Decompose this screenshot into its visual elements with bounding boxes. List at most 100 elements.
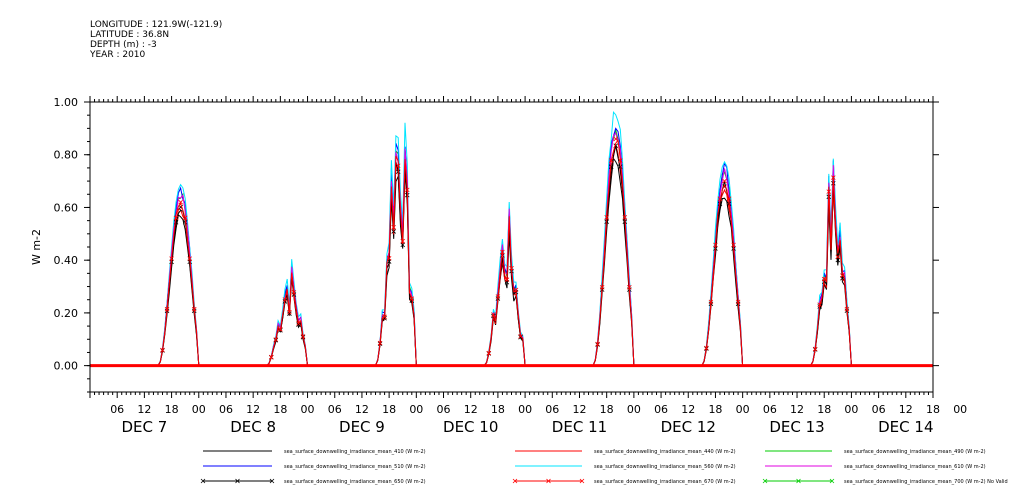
legend-marker [796, 478, 801, 484]
series-marker-7 [191, 306, 197, 312]
series-marker-7 [509, 265, 514, 271]
legend-label: sea_surface_downwelling_irradiance_mean_… [284, 449, 426, 455]
legend-marker [269, 478, 275, 484]
series-marker-6 [287, 311, 292, 316]
y-tick-label: 0.80 [54, 149, 79, 162]
x-hour-label: 06 [328, 403, 342, 416]
x-hour-label: 12 [137, 403, 151, 416]
x-hour-label: 12 [355, 403, 369, 416]
series-marker-7 [404, 187, 410, 193]
series-marker-7 [160, 347, 165, 353]
series-marker-7 [821, 276, 827, 282]
longitude-label: LONGITUDE : 121.9W(-121.9) [90, 20, 223, 30]
y-tick-label: 0.00 [54, 360, 79, 373]
series-marker-7 [608, 158, 614, 163]
series-marker-7 [617, 158, 623, 163]
series-marker-7 [831, 175, 836, 180]
series-marker-7 [291, 290, 297, 295]
legend-label: sea_surface_downwelling_irradiance_mean_… [594, 464, 736, 470]
series-marker-7 [840, 273, 845, 278]
series-marker-7 [486, 350, 492, 356]
legend-marker [235, 478, 240, 484]
series-marker-7 [187, 256, 192, 261]
x-hour-label: 18 [926, 403, 940, 416]
x-day-label: DEC 13 [769, 418, 824, 436]
x-hour-label: 18 [600, 403, 614, 416]
series-marker-7 [269, 354, 274, 360]
x-hour-label: 18 [382, 403, 396, 416]
series-marker-7 [826, 189, 832, 194]
series-marker-7 [395, 163, 401, 169]
series-marker-7 [400, 238, 406, 244]
series-marker-7 [382, 314, 387, 320]
x-hour-label: 06 [872, 403, 886, 416]
series-marker-7 [296, 321, 301, 326]
year-label: YEAR : 2010 [90, 50, 146, 60]
series-marker-7 [169, 256, 174, 261]
series-marker-7 [182, 215, 188, 221]
series-marker-7 [708, 299, 714, 305]
x-hour-label: 06 [437, 403, 451, 416]
series-marker-7 [722, 178, 727, 184]
legend-label: sea_surface_downwelling_irradiance_mean_… [284, 479, 426, 485]
series-marker-7 [386, 256, 392, 261]
legend-marker [200, 478, 206, 484]
series-marker-7 [812, 346, 818, 352]
x-hour-label: 18 [491, 403, 505, 416]
series-marker-7 [627, 285, 632, 290]
x-hour-label: 00 [953, 403, 967, 416]
series-marker-6 [391, 229, 396, 234]
legend-marker [579, 478, 585, 484]
x-hour-label: 06 [654, 403, 668, 416]
y-tick-label: 0.40 [54, 254, 79, 267]
series-marker-7 [491, 312, 496, 317]
x-hour-label: 00 [736, 403, 750, 416]
legend-marker [512, 478, 518, 484]
series-marker-7 [273, 337, 279, 342]
series-marker-6 [296, 322, 301, 327]
x-hour-label: 00 [301, 403, 315, 416]
series-line-4 [90, 110, 933, 367]
legend-marker [829, 478, 835, 484]
series-marker-7 [622, 214, 628, 220]
series-marker-7 [704, 345, 709, 351]
y-tick-label: 0.60 [54, 201, 79, 214]
series-marker-7 [717, 196, 723, 201]
legend-label: sea_surface_downwelling_irradiance_mean_… [594, 449, 736, 455]
series-marker-7 [726, 196, 732, 201]
series-marker-7 [409, 296, 415, 301]
plot-lines [90, 110, 933, 368]
series-marker-7 [817, 302, 822, 307]
x-hour-label: 00 [409, 403, 423, 416]
legend-label: sea_surface_downwelling_irradiance_mean_… [594, 479, 736, 485]
x-hour-label: 18 [273, 403, 287, 416]
legend-label: sea_surface_downwelling_irradiance_mean_… [284, 464, 426, 470]
x-day-label: DEC 9 [339, 418, 385, 436]
series-marker-6 [835, 257, 841, 263]
series-marker-7 [844, 306, 850, 312]
series-marker-7 [377, 340, 383, 346]
x-day-label: DEC 12 [661, 418, 716, 436]
series-marker-7 [835, 254, 841, 260]
depth-label: DEPTH (m) : -3 [90, 40, 157, 50]
x-hour-label: 12 [464, 403, 478, 416]
x-hour-label: 12 [790, 403, 804, 416]
x-hour-label: 12 [899, 403, 913, 416]
x-day-label: DEC 7 [121, 418, 167, 436]
legend-marker [546, 478, 551, 484]
legend-marker [762, 478, 768, 484]
x-hour-label: 12 [246, 403, 260, 416]
series-marker-7 [513, 287, 519, 293]
axes: 1.00 0.80 0.60 0.40 0.20 0.00 W m-2 06 12 18 00 06 1… [30, 96, 967, 436]
series-marker-7 [287, 309, 292, 315]
series-marker-7 [178, 199, 183, 205]
series-marker-7 [278, 327, 283, 332]
series-marker-7 [300, 334, 306, 339]
x-hour-label: 18 [708, 403, 722, 416]
series-marker-7 [604, 214, 609, 220]
x-hour-label: 06 [110, 403, 124, 416]
legend-label: sea_surface_downwelling_irradiance_mean_… [844, 464, 986, 470]
series-marker-7 [735, 299, 741, 305]
x-day-label: DEC 10 [443, 418, 498, 436]
